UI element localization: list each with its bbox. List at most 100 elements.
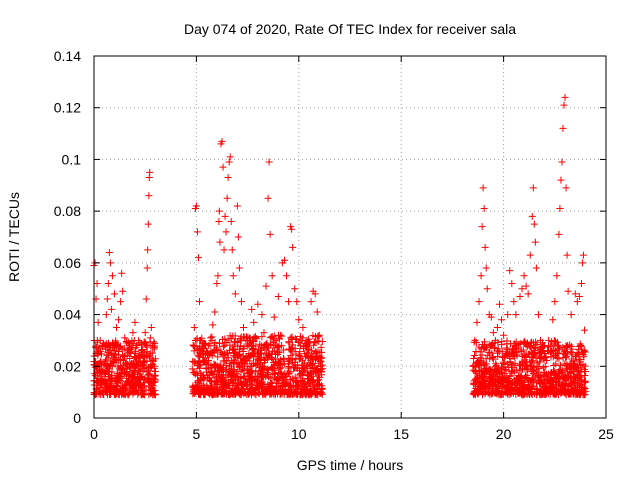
data-point bbox=[136, 358, 144, 366]
data-point bbox=[293, 336, 301, 344]
data-point bbox=[578, 259, 586, 267]
data-point bbox=[567, 390, 575, 398]
data-point bbox=[471, 367, 479, 375]
data-point bbox=[542, 386, 550, 394]
data-point bbox=[576, 355, 584, 363]
data-point bbox=[540, 342, 548, 350]
data-point bbox=[552, 391, 560, 399]
y-tick-label: 0.14 bbox=[54, 48, 81, 64]
data-point bbox=[126, 389, 134, 397]
data-point bbox=[539, 379, 547, 387]
data-point bbox=[580, 326, 588, 334]
data-point bbox=[515, 341, 523, 349]
data-point bbox=[109, 346, 117, 354]
data-point bbox=[285, 339, 293, 347]
data-point bbox=[557, 361, 565, 369]
data-point bbox=[105, 249, 113, 257]
data-point bbox=[108, 378, 116, 386]
data-point bbox=[214, 353, 222, 361]
data-point bbox=[496, 300, 504, 308]
data-point bbox=[142, 364, 150, 372]
data-point bbox=[524, 350, 532, 358]
data-point bbox=[311, 389, 319, 397]
data-point bbox=[311, 290, 319, 298]
data-point bbox=[275, 335, 283, 343]
data-point bbox=[110, 358, 118, 366]
data-point bbox=[256, 340, 264, 348]
data-point bbox=[266, 383, 274, 391]
data-point bbox=[486, 342, 494, 350]
data-point bbox=[234, 233, 242, 241]
data-point bbox=[577, 280, 585, 288]
data-point bbox=[503, 337, 511, 345]
data-point bbox=[287, 376, 295, 384]
data-point bbox=[259, 385, 267, 393]
data-point bbox=[532, 264, 540, 272]
data-point bbox=[478, 223, 486, 231]
data-point bbox=[251, 390, 259, 398]
data-point bbox=[313, 376, 321, 384]
data-point bbox=[110, 384, 118, 392]
data-point bbox=[540, 383, 548, 391]
data-point bbox=[128, 360, 136, 368]
data-point bbox=[121, 380, 129, 388]
data-point bbox=[570, 374, 578, 382]
data-point bbox=[147, 384, 155, 392]
data-point bbox=[553, 354, 561, 362]
data-point bbox=[258, 333, 266, 341]
data-point bbox=[108, 350, 116, 358]
data-point bbox=[564, 368, 572, 376]
data-point bbox=[102, 369, 110, 377]
data-point bbox=[478, 351, 486, 359]
data-point bbox=[524, 383, 532, 391]
data-point bbox=[117, 298, 125, 306]
data-point bbox=[530, 345, 538, 353]
data-point bbox=[289, 243, 297, 251]
data-point bbox=[541, 362, 549, 370]
data-point bbox=[236, 346, 244, 354]
x-tick-label: 10 bbox=[291, 426, 307, 442]
data-point bbox=[490, 343, 498, 351]
data-point bbox=[521, 352, 529, 360]
data-point bbox=[555, 230, 563, 238]
data-point bbox=[146, 389, 154, 397]
data-point bbox=[140, 376, 148, 384]
data-point bbox=[240, 360, 248, 368]
data-point bbox=[96, 336, 104, 344]
data-point bbox=[527, 343, 535, 351]
data-point bbox=[111, 377, 119, 385]
data-point bbox=[252, 359, 260, 367]
data-point bbox=[580, 383, 588, 391]
data-point bbox=[575, 292, 583, 300]
data-point bbox=[209, 370, 217, 378]
data-point bbox=[263, 388, 271, 396]
data-point bbox=[245, 368, 253, 376]
data-point bbox=[127, 349, 135, 357]
data-point bbox=[121, 368, 129, 376]
data-point bbox=[102, 311, 110, 319]
data-point bbox=[477, 272, 485, 280]
data-point bbox=[196, 364, 204, 372]
data-point bbox=[279, 370, 287, 378]
data-point bbox=[141, 374, 149, 382]
data-point bbox=[579, 360, 587, 368]
data-point bbox=[493, 367, 501, 375]
data-point bbox=[273, 362, 281, 370]
data-point bbox=[95, 386, 103, 394]
data-point bbox=[227, 369, 235, 377]
data-point bbox=[99, 342, 107, 350]
data-point bbox=[316, 357, 324, 365]
data-point bbox=[480, 205, 488, 213]
data-point bbox=[207, 334, 215, 342]
data-point bbox=[196, 336, 204, 344]
data-point bbox=[299, 343, 307, 351]
data-point bbox=[208, 333, 216, 341]
data-point bbox=[121, 334, 129, 342]
data-point bbox=[221, 378, 229, 386]
data-point bbox=[209, 321, 217, 329]
data-point bbox=[242, 333, 250, 341]
data-point bbox=[552, 390, 560, 398]
y-tick-label: 0.06 bbox=[54, 255, 81, 271]
data-point bbox=[530, 378, 538, 386]
